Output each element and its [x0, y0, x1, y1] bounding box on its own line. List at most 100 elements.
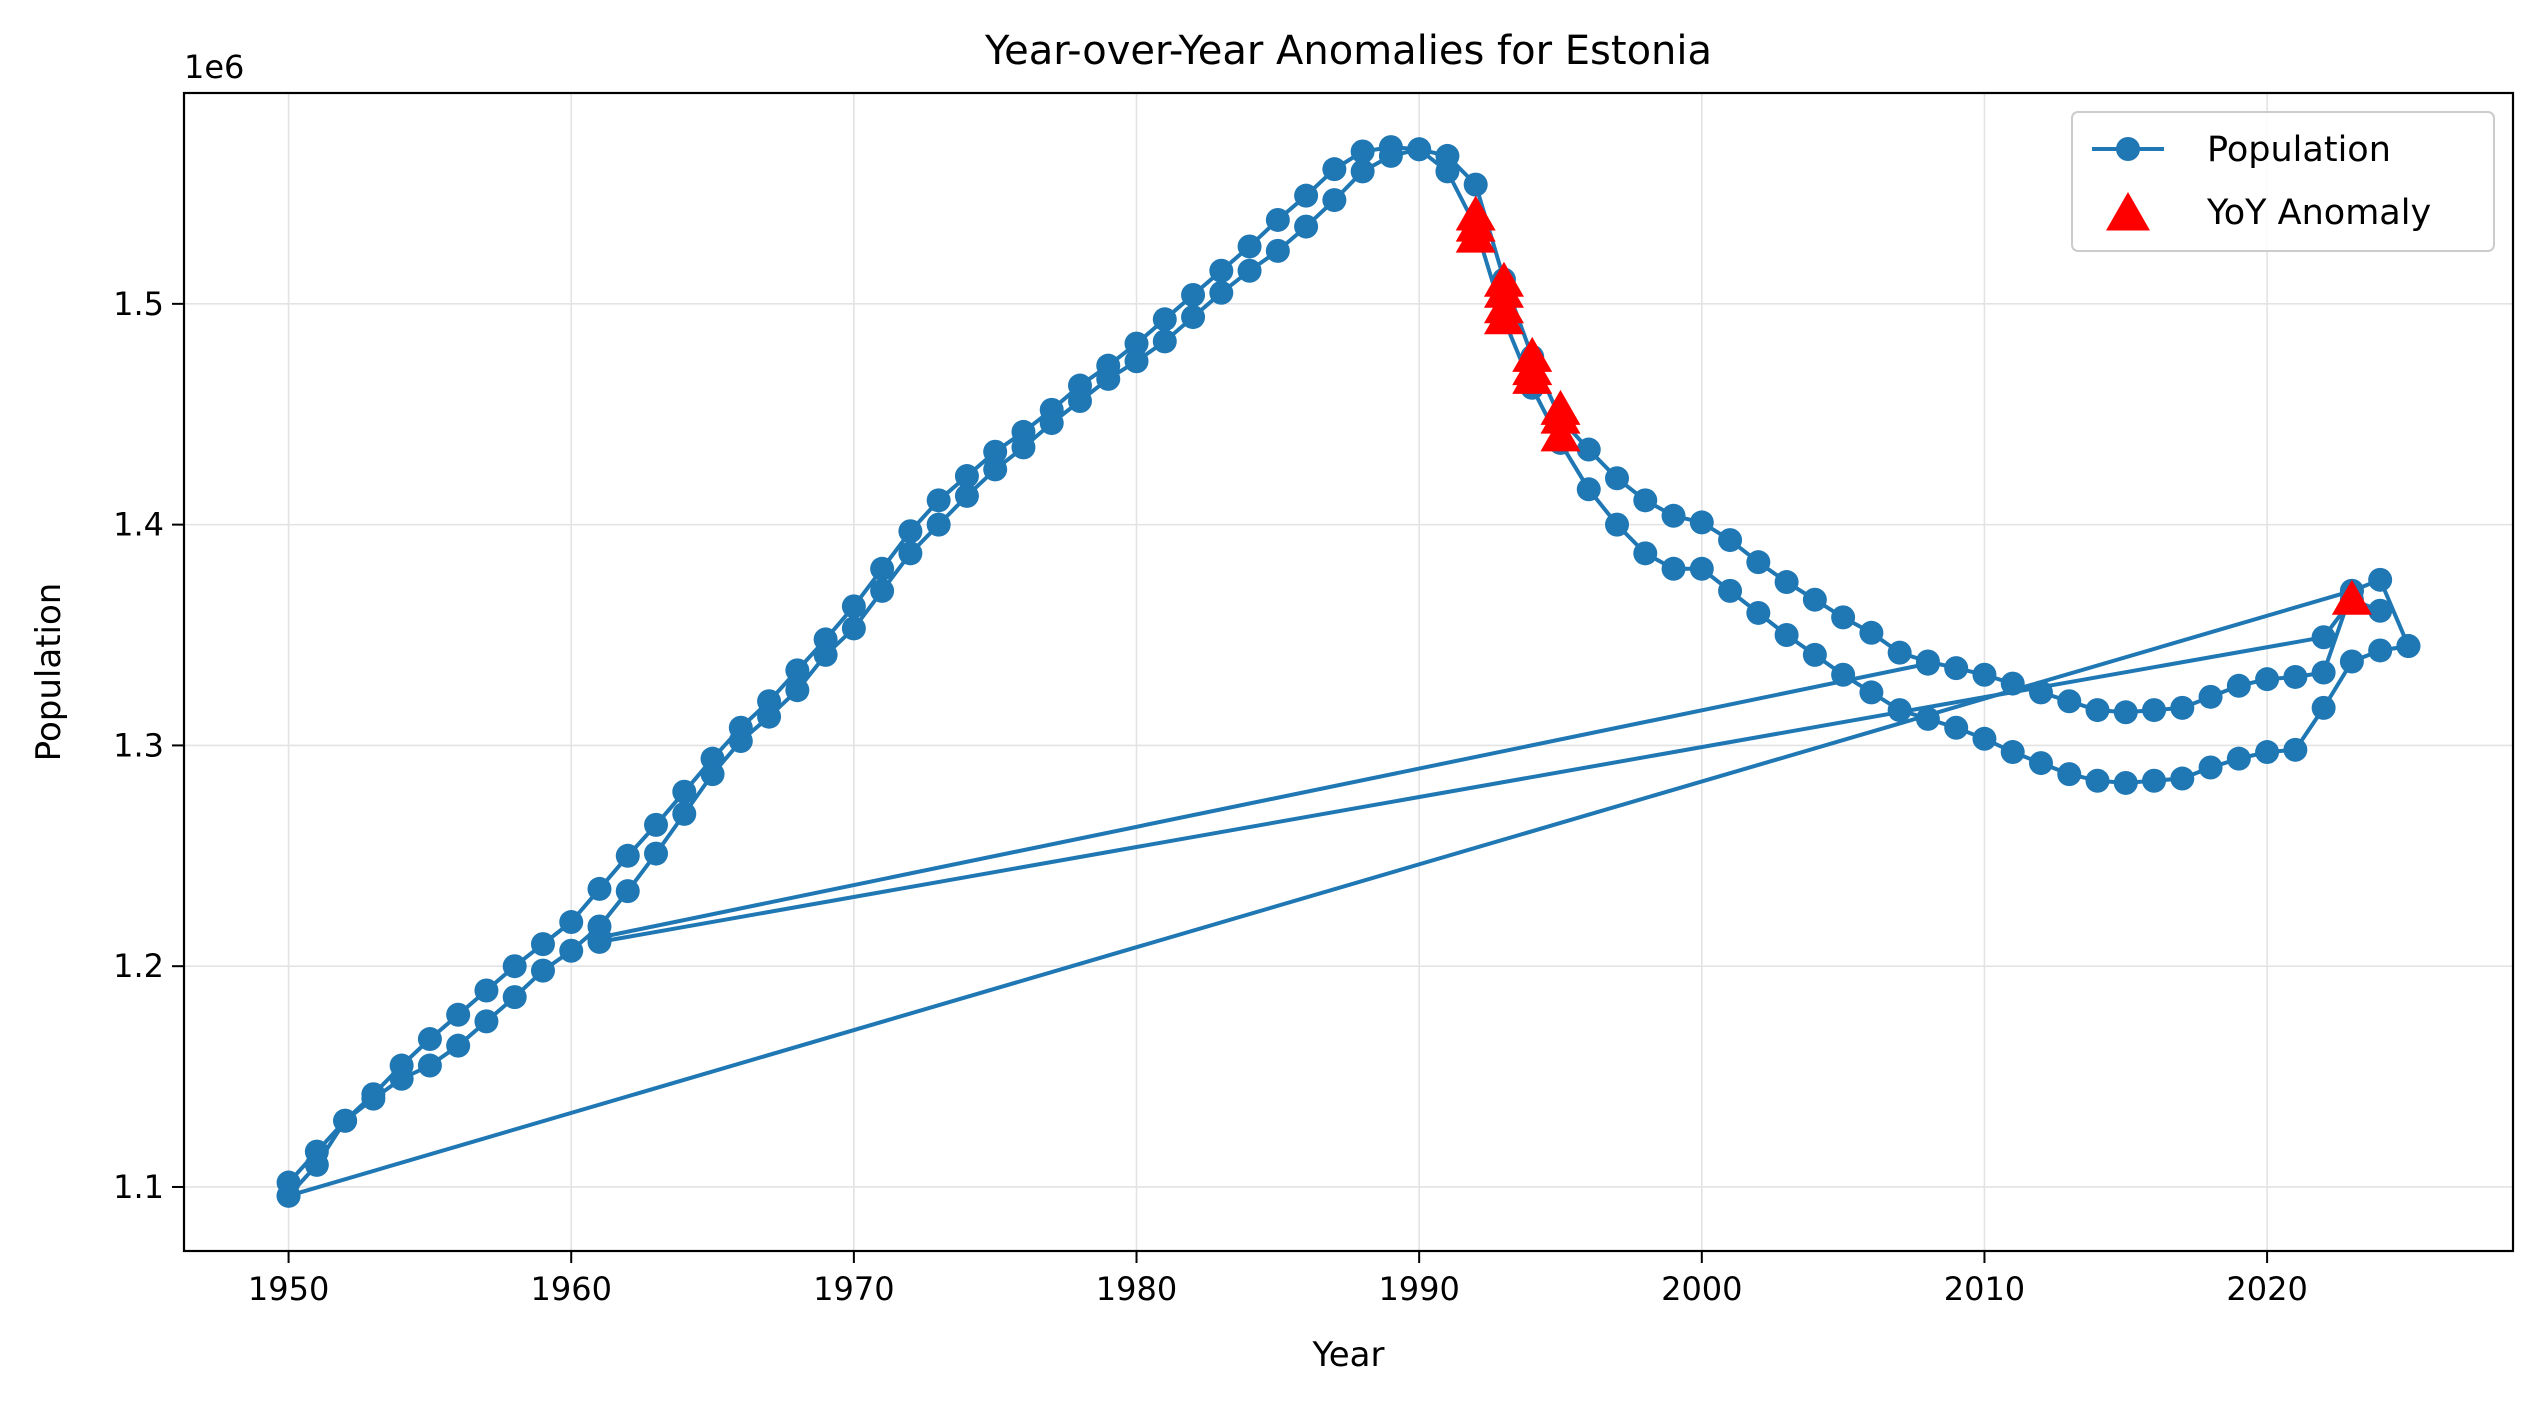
- population-point: [1152, 329, 1177, 354]
- population-point: [1689, 510, 1714, 535]
- population-point: [1011, 435, 1036, 460]
- population-point: [1265, 207, 1290, 232]
- chart-title: Year-over-Year Anomalies for Estonia: [984, 28, 1712, 74]
- population-point: [1435, 159, 1460, 184]
- legend: Population YoY Anomaly: [2071, 111, 2495, 252]
- legend-entry-anomaly: YoY Anomaly: [2206, 193, 2431, 233]
- population-point: [304, 1152, 329, 1177]
- population-point: [1746, 550, 1771, 575]
- population-point: [1067, 388, 1092, 413]
- population-point: [2311, 625, 2336, 650]
- population-point: [1294, 214, 1319, 239]
- population-point: [813, 642, 838, 667]
- population-point: [474, 978, 499, 1003]
- grid-lines: [184, 93, 2513, 1251]
- population-point: [389, 1066, 414, 1091]
- population-point: [2255, 667, 2280, 692]
- population-point: [926, 488, 951, 513]
- population-point: [1633, 541, 1658, 566]
- population-point: [2368, 638, 2393, 663]
- population-point: [672, 779, 697, 804]
- legend-box: [2071, 111, 2495, 252]
- population-point: [276, 1183, 301, 1208]
- population-point: [587, 876, 612, 901]
- population-point: [1661, 556, 1686, 581]
- x-tick-label: 1960: [531, 1270, 612, 1308]
- population-point: [530, 932, 555, 957]
- y-offset-label: 1e6: [184, 48, 244, 86]
- y-tick-label: 1.5: [113, 285, 164, 323]
- population-point: [983, 457, 1008, 482]
- anomaly-marker: [1483, 299, 1524, 335]
- y-tick-label: 1.1: [113, 1168, 164, 1206]
- population-point: [672, 801, 697, 826]
- population-point: [2368, 598, 2393, 623]
- population-point: [1859, 680, 1884, 705]
- population-point: [1802, 587, 1827, 612]
- population-point: [559, 938, 584, 963]
- population-point: [1802, 642, 1827, 667]
- population-point: [1463, 172, 1488, 197]
- population-point: [502, 985, 527, 1010]
- x-tick-label: 1970: [813, 1270, 894, 1308]
- x-axis-ticks: 1950 1960 1970 1980 1990 2000 2010 2020: [248, 1251, 2308, 1308]
- population-point: [1237, 258, 1262, 283]
- population-point: [1322, 188, 1347, 213]
- population-point: [2311, 695, 2336, 720]
- population-point: [2057, 689, 2082, 714]
- population-point: [2113, 700, 2138, 725]
- population-point: [1124, 331, 1149, 356]
- population-point: [1718, 578, 1743, 603]
- population-point: [2028, 751, 2053, 776]
- legend-entry-population: Population: [2207, 130, 2391, 170]
- population-point: [1096, 366, 1121, 391]
- population-point: [785, 678, 810, 703]
- anomaly-marker: [1455, 217, 1496, 253]
- population-point: [2057, 762, 2082, 787]
- y-axis-ticks: 1.1 1.2 1.3 1.4 1.5: [113, 285, 184, 1206]
- population-point: [2226, 746, 2251, 771]
- population-point: [1972, 726, 1997, 751]
- population-point: [1944, 715, 1969, 740]
- population-point: [1831, 662, 1856, 687]
- anomaly-marker: [1540, 416, 1581, 452]
- population-point: [1322, 157, 1347, 182]
- population-point: [1972, 662, 1997, 687]
- population-point: [1209, 258, 1234, 283]
- population-point: [2255, 740, 2280, 765]
- population-point: [1124, 349, 1149, 374]
- population-point: [2142, 698, 2167, 723]
- population-point: [1605, 466, 1630, 491]
- population-point: [785, 658, 810, 683]
- population-point: [1181, 283, 1206, 308]
- y-tick-label: 1.4: [113, 506, 164, 544]
- population-point: [615, 843, 640, 868]
- population-point: [2085, 768, 2110, 793]
- population-point: [1859, 620, 1884, 645]
- x-tick-label: 1950: [248, 1270, 329, 1308]
- population-point: [2396, 634, 2421, 659]
- population-point: [1294, 183, 1319, 208]
- population-point: [2198, 755, 2223, 780]
- population-point: [2283, 664, 2308, 689]
- population-point: [417, 1053, 442, 1078]
- population-point: [530, 958, 555, 983]
- population-point: [1350, 139, 1375, 164]
- population-point: [1689, 556, 1714, 581]
- population-point: [446, 1002, 471, 1027]
- population-point: [1039, 411, 1064, 436]
- population-point: [1605, 512, 1630, 537]
- population-point: [1152, 307, 1177, 332]
- anomaly-marker: [1540, 398, 1581, 434]
- population-point: [1774, 623, 1799, 648]
- y-tick-label: 1.3: [113, 726, 164, 764]
- population-point: [1576, 477, 1601, 502]
- population-point: [446, 1033, 471, 1058]
- population-point: [2000, 671, 2025, 696]
- population-point: [954, 464, 979, 489]
- y-tick-label: 1.2: [113, 947, 164, 985]
- population-point: [2085, 698, 2110, 723]
- x-tick-label: 2010: [1944, 1270, 2025, 1308]
- population-point: [841, 616, 866, 641]
